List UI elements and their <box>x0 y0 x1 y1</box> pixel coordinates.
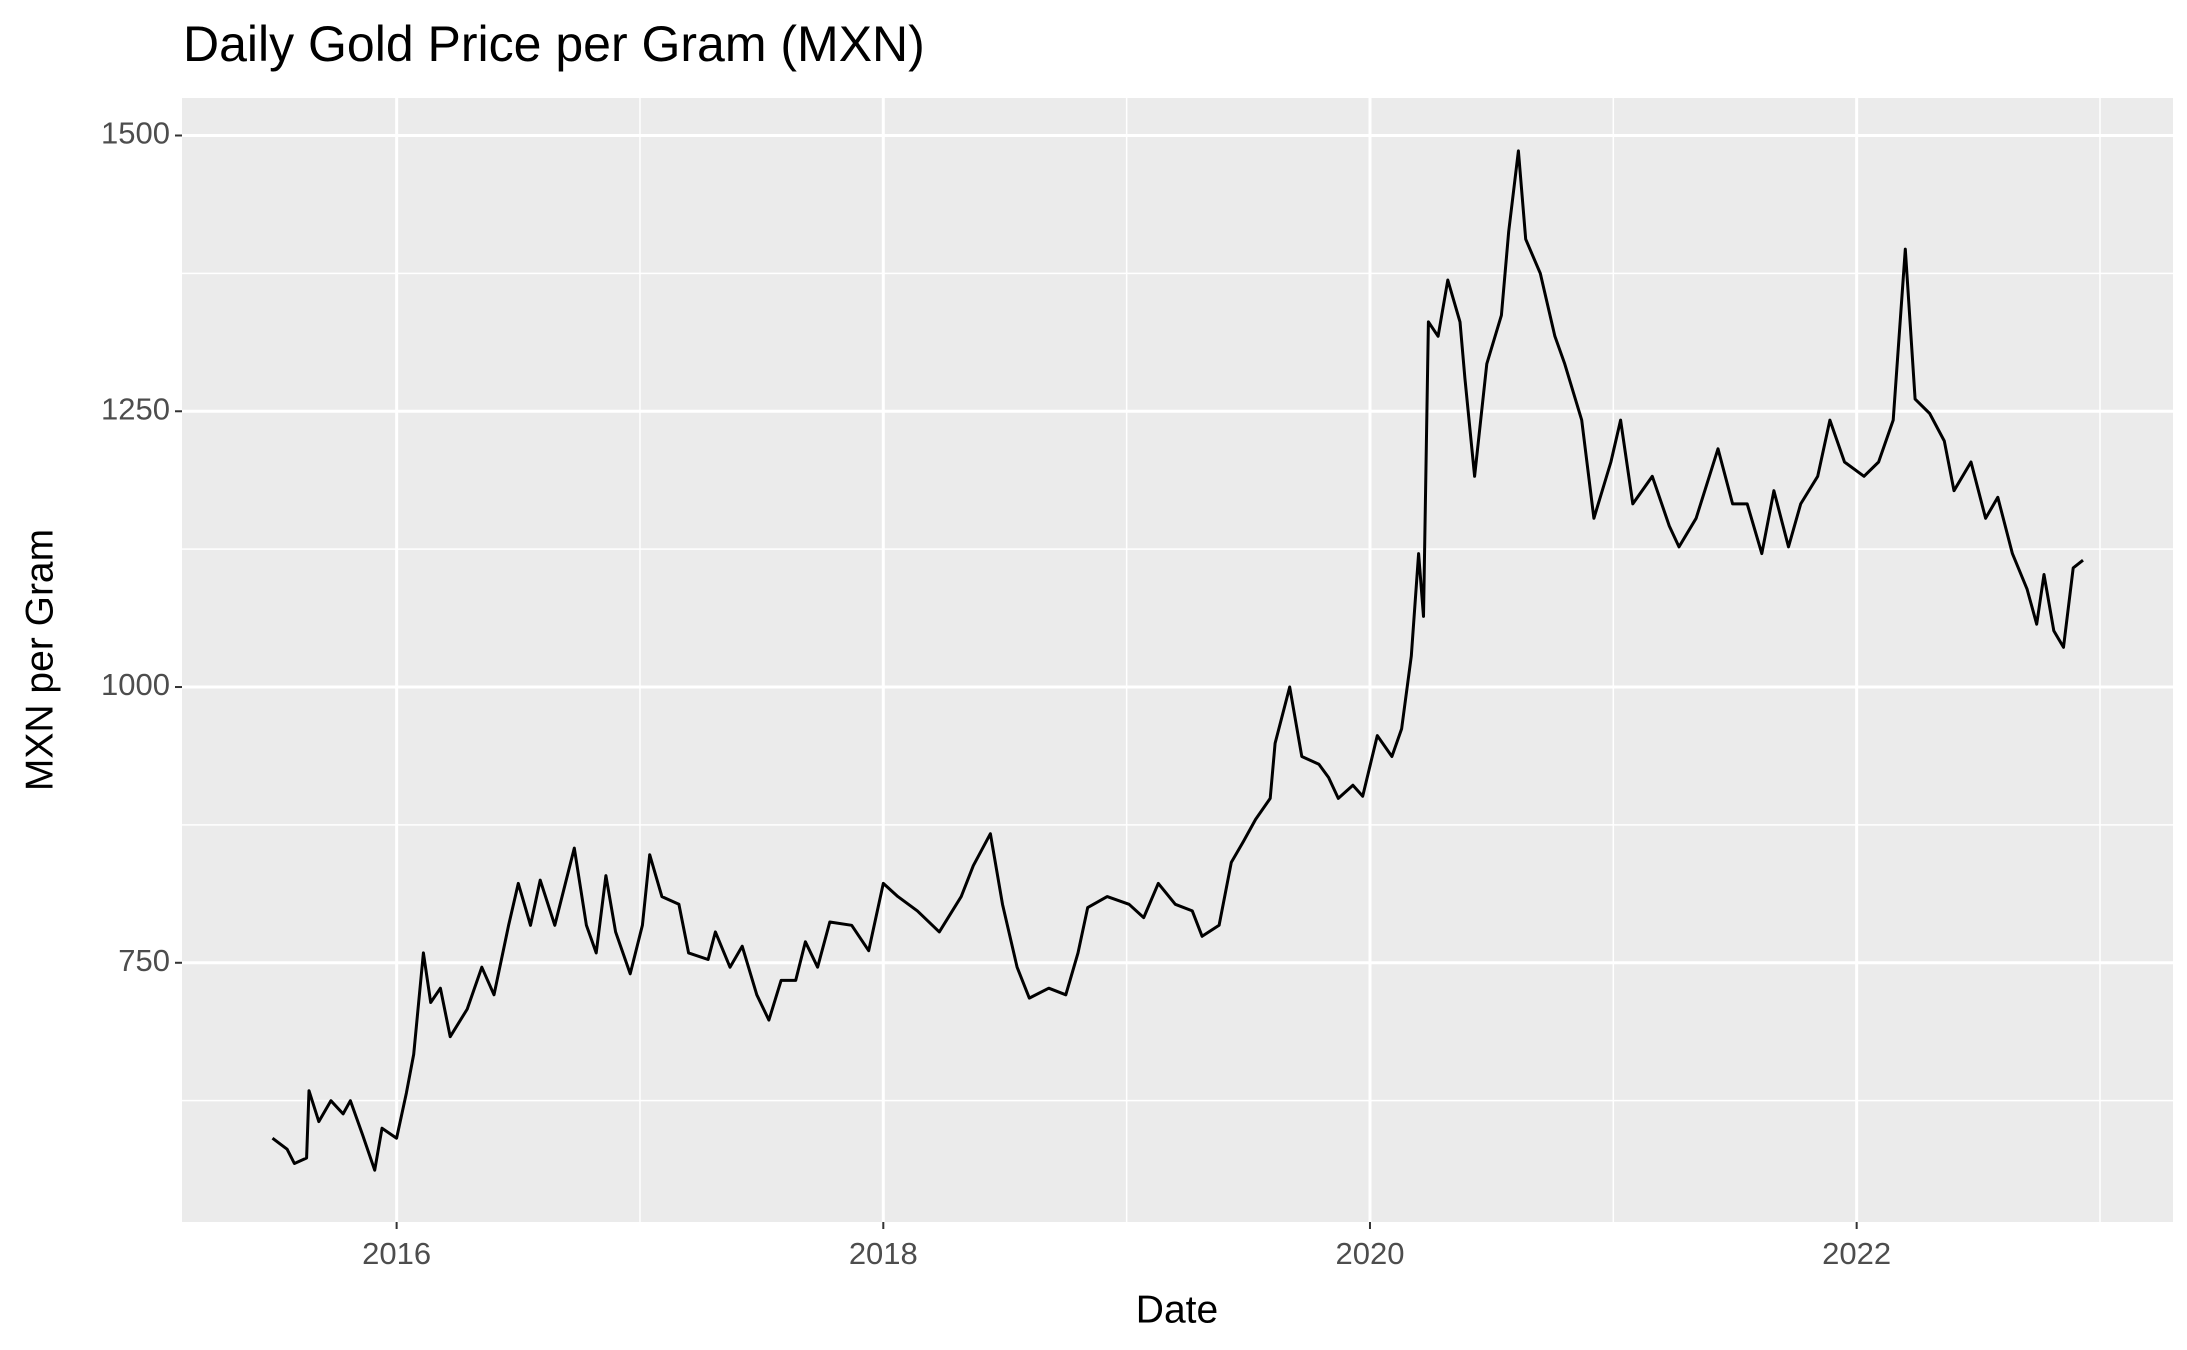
y-tick-label: 1250 <box>101 391 170 426</box>
chart-title: Daily Gold Price per Gram (MXN) <box>183 16 925 72</box>
line <box>271 149 2084 1172</box>
x-tick-label: 2016 <box>362 1236 431 1271</box>
x-tick-label: 2018 <box>849 1236 918 1271</box>
y-axis-title: MXN per Gram <box>18 529 61 791</box>
x-tick-label: 2020 <box>1335 1236 1404 1271</box>
x-tick-label: 2022 <box>1822 1236 1891 1271</box>
x-axis-title: Date <box>1136 1288 1218 1331</box>
y-tick-label: 750 <box>118 943 170 978</box>
y-tick-label: 1000 <box>101 667 170 702</box>
panel <box>182 98 2173 1222</box>
y-tick-label: 1500 <box>101 116 170 151</box>
